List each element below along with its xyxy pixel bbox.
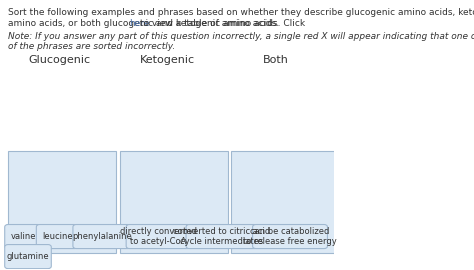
FancyBboxPatch shape	[36, 225, 78, 249]
FancyBboxPatch shape	[253, 225, 328, 249]
Text: directly converted
to acetyl-CoA: directly converted to acetyl-CoA	[120, 227, 197, 246]
FancyBboxPatch shape	[119, 151, 228, 252]
Text: Both: Both	[263, 55, 289, 65]
Text: converted to citric acid
cycle intermediates: converted to citric acid cycle intermedi…	[173, 227, 271, 246]
Text: Note: If you answer any part of this question incorrectly, a single red X will a: Note: If you answer any part of this que…	[8, 32, 474, 41]
FancyBboxPatch shape	[126, 225, 191, 249]
Text: can be catabolized
to release free energy: can be catabolized to release free energ…	[243, 227, 337, 246]
Text: amino acids, or both glucogenic and ketogenic amino acids. Click: amino acids, or both glucogenic and keto…	[8, 19, 308, 28]
Text: valine: valine	[10, 232, 36, 241]
FancyBboxPatch shape	[73, 225, 131, 249]
FancyBboxPatch shape	[5, 225, 41, 249]
Text: glutamine: glutamine	[7, 252, 49, 261]
FancyBboxPatch shape	[231, 151, 339, 252]
Text: here: here	[129, 19, 150, 28]
Text: Ketogenic: Ketogenic	[140, 55, 195, 65]
FancyBboxPatch shape	[5, 245, 51, 269]
Text: of the phrases are sorted incorrectly.: of the phrases are sorted incorrectly.	[8, 42, 175, 51]
Text: Sort the following examples and phrases based on whether they describe glucogeni: Sort the following examples and phrases …	[8, 8, 474, 17]
Text: Glucogenic: Glucogenic	[28, 55, 91, 65]
Text: phenylalanine: phenylalanine	[72, 232, 132, 241]
FancyBboxPatch shape	[186, 225, 257, 249]
Text: leucine: leucine	[42, 232, 73, 241]
FancyBboxPatch shape	[8, 151, 116, 252]
Text: to view a table of amino acids.: to view a table of amino acids.	[137, 19, 279, 28]
